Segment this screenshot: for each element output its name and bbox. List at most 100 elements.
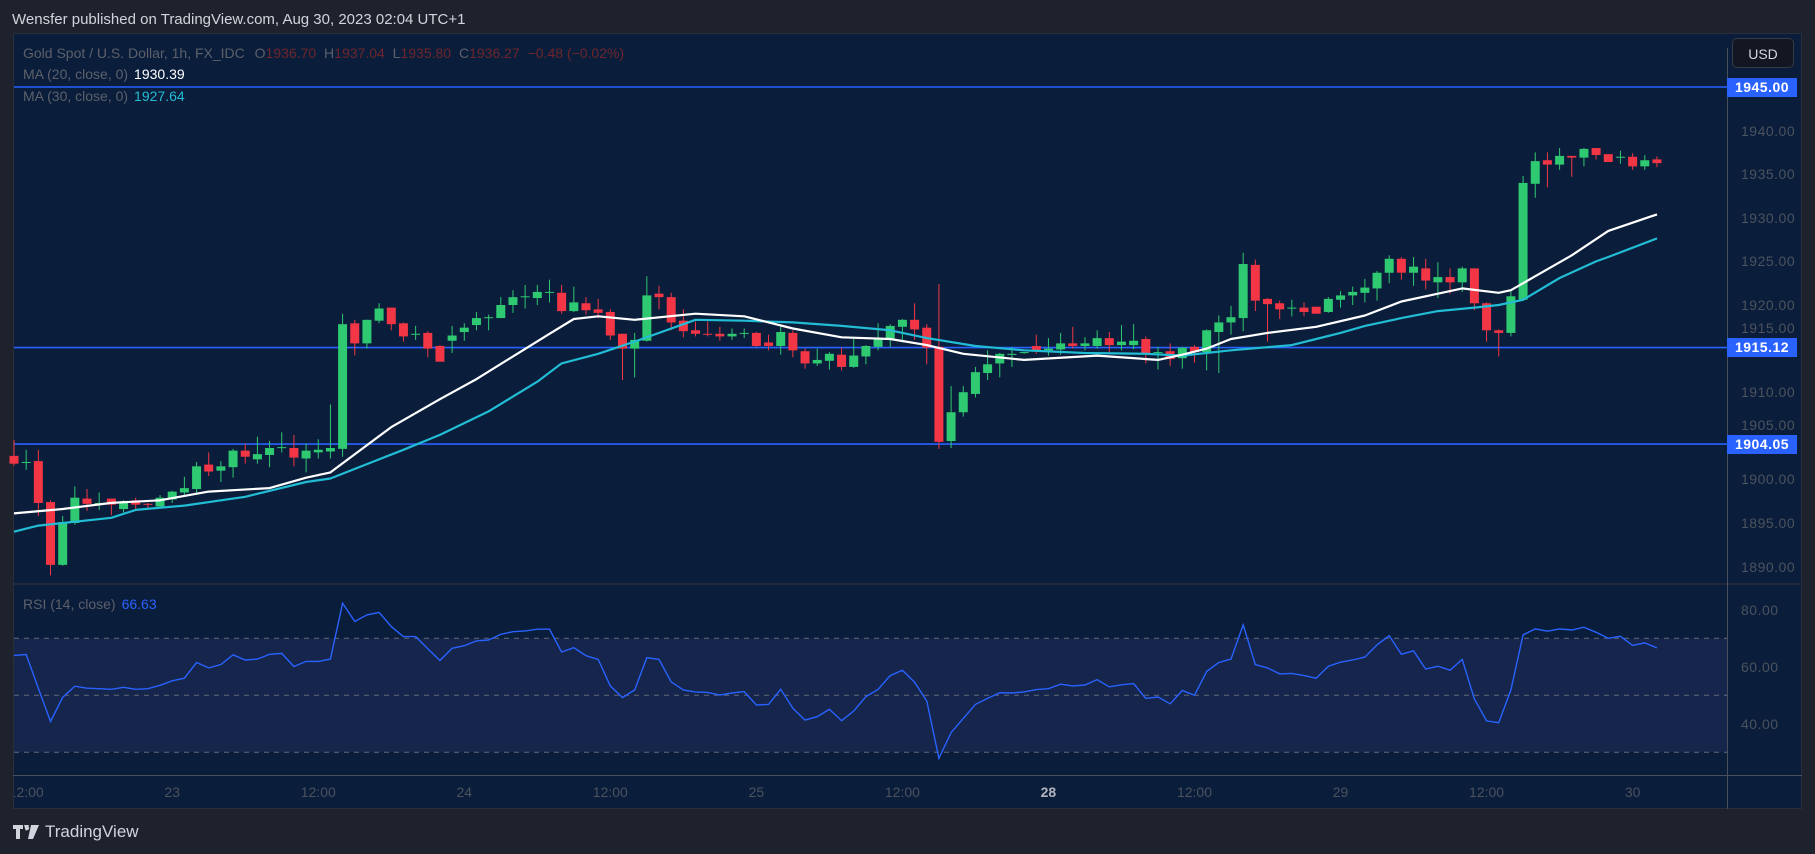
candle-down[interactable]	[1591, 148, 1601, 160]
candle-up[interactable]	[484, 314, 494, 331]
candle-up[interactable]	[338, 313, 348, 457]
candle-up[interactable]	[970, 366, 980, 398]
candle-down[interactable]	[910, 303, 920, 340]
candle-up[interactable]	[1518, 175, 1528, 301]
candle-up[interactable]	[1202, 329, 1212, 371]
candle-up[interactable]	[642, 276, 652, 342]
candle-down[interactable]	[800, 348, 810, 369]
candle-down[interactable]	[593, 298, 603, 319]
candle-down[interactable]	[1494, 329, 1504, 357]
ma30-line[interactable]	[13, 237, 1658, 533]
candle-down[interactable]	[788, 330, 798, 358]
candle-down[interactable]	[618, 333, 627, 380]
candle-down[interactable]	[934, 284, 944, 449]
candle-down[interactable]	[666, 292, 676, 331]
candle-up[interactable]	[776, 326, 786, 355]
candle-down[interactable]	[82, 488, 92, 511]
candle-up[interactable]	[313, 439, 323, 459]
candle-up[interactable]	[1129, 324, 1139, 350]
candle-down[interactable]	[1299, 302, 1309, 317]
rsi-legend[interactable]: RSI (14, close) 66.63	[23, 596, 157, 612]
currency-button[interactable]: USD	[1732, 38, 1794, 68]
candle-down[interactable]	[751, 332, 761, 347]
candle-up[interactable]	[496, 297, 506, 319]
candle-up[interactable]	[70, 486, 80, 525]
candle-up[interactable]	[1433, 262, 1443, 299]
candle-down[interactable]	[240, 443, 250, 464]
candle-up[interactable]	[824, 352, 834, 370]
time-axis[interactable]: 12:00 23 12:00 24 12:00 25 12:00 28 12:00 29 12:00…	[14, 776, 1727, 808]
candle-up[interactable]	[1080, 337, 1090, 351]
candle-up[interactable]	[1372, 270, 1382, 301]
candle-up[interactable]	[861, 345, 871, 365]
candle-up[interactable]	[897, 318, 907, 343]
rsi-line[interactable]	[13, 601, 1658, 761]
candle-up[interactable]	[1506, 290, 1516, 337]
candle-down[interactable]	[1628, 153, 1638, 170]
candle-down[interactable]	[289, 434, 299, 467]
candle-down[interactable]	[46, 500, 56, 576]
candle-down[interactable]	[1275, 300, 1285, 319]
candle-up[interactable]	[983, 350, 993, 380]
candle-up[interactable]	[277, 432, 287, 453]
candle-up[interactable]	[1116, 325, 1126, 351]
candle-up[interactable]	[167, 490, 177, 503]
candle-up[interactable]	[228, 448, 238, 478]
candle-down[interactable]	[435, 345, 445, 362]
candle-down[interactable]	[1445, 268, 1455, 294]
candle-down[interactable]	[1482, 302, 1492, 342]
candle-down[interactable]	[350, 319, 360, 356]
candle-up[interactable]	[58, 516, 68, 566]
ma20-line[interactable]	[13, 213, 1658, 515]
candle-up[interactable]	[520, 284, 530, 309]
candle-down[interactable]	[1542, 152, 1552, 188]
candle-down[interactable]	[1104, 332, 1114, 353]
candle-up[interactable]	[544, 279, 554, 303]
candle-up[interactable]	[459, 323, 469, 341]
candle-down[interactable]	[715, 326, 725, 341]
candle-down[interactable]	[1263, 298, 1273, 342]
candle-down[interactable]	[581, 297, 591, 315]
ma20-legend[interactable]: MA (20, close, 0) 1930.39	[23, 66, 185, 82]
candle-up[interactable]	[1336, 291, 1346, 308]
candle-up[interactable]	[362, 319, 372, 349]
candle-down[interactable]	[1311, 306, 1321, 314]
candle-down[interactable]	[691, 321, 701, 337]
candle-down[interactable]	[1068, 326, 1078, 349]
candle-up[interactable]	[1019, 352, 1029, 354]
candle-down[interactable]	[1250, 259, 1260, 312]
candle-up[interactable]	[301, 443, 311, 473]
candle-up[interactable]	[411, 325, 421, 340]
candle-up[interactable]	[1287, 299, 1297, 317]
candle-up[interactable]	[1323, 297, 1333, 313]
candle-up[interactable]	[1226, 305, 1236, 335]
footer-brand[interactable]: TradingView	[13, 822, 139, 842]
candle-up[interactable]	[946, 386, 956, 449]
candle-up[interactable]	[1640, 155, 1650, 170]
candle-up[interactable]	[532, 284, 542, 305]
ma30-legend[interactable]: MA (30, close, 0) 1927.64	[23, 88, 185, 104]
candle-up[interactable]	[1615, 150, 1625, 164]
candle-down[interactable]	[106, 498, 116, 516]
candle-up[interactable]	[1092, 330, 1102, 349]
candle-down[interactable]	[204, 452, 214, 476]
candle-up[interactable]	[849, 339, 859, 368]
candle-down[interactable]	[1567, 155, 1577, 177]
candle-up[interactable]	[1555, 148, 1565, 170]
candle-up[interactable]	[1177, 346, 1187, 369]
candle-up[interactable]	[1360, 278, 1370, 303]
candle-up[interactable]	[812, 348, 822, 367]
candle-up[interactable]	[1409, 257, 1419, 286]
candle-down[interactable]	[9, 440, 19, 466]
candle-down[interactable]	[1421, 258, 1431, 290]
candle-up[interactable]	[569, 286, 579, 312]
candle-down[interactable]	[1652, 156, 1662, 168]
candle-up[interactable]	[1348, 286, 1358, 305]
candle-up[interactable]	[958, 386, 968, 417]
candle-down[interactable]	[423, 331, 433, 358]
candle-up[interactable]	[739, 328, 749, 339]
candle-up[interactable]	[1043, 338, 1053, 356]
candle-down[interactable]	[1396, 257, 1406, 280]
candle-up[interactable]	[447, 325, 457, 353]
